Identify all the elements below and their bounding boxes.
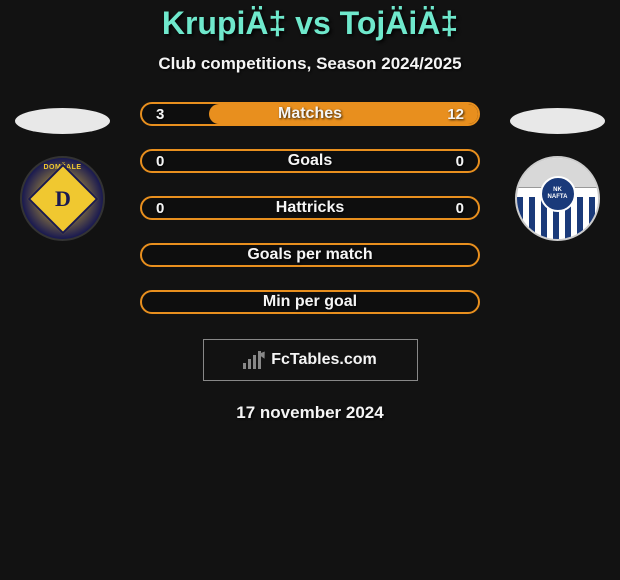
right-column: NK NAFTA bbox=[510, 102, 605, 241]
player-avatar-left bbox=[15, 108, 110, 134]
stat-label-goals: Goals bbox=[288, 152, 332, 170]
stat-left-matches: 3 bbox=[156, 106, 164, 123]
left-column: DOMŽALE D bbox=[15, 102, 110, 241]
stat-row-hattricks: 0 Hattricks 0 bbox=[140, 196, 480, 220]
stat-left-hattricks: 0 bbox=[156, 200, 164, 217]
stat-fill-matches bbox=[209, 104, 478, 124]
page-subtitle: Club competitions, Season 2024/2025 bbox=[0, 54, 620, 74]
comparison-area: DOMŽALE D 3 Matches 12 0 Goals 0 0 Hattr… bbox=[0, 102, 620, 314]
stat-label-gpm: Goals per match bbox=[247, 246, 372, 264]
branding-bar bbox=[248, 359, 251, 369]
page-title: KrupiÄ‡ vs TojÄiÄ‡ bbox=[0, 5, 620, 42]
stat-right-hattricks: 0 bbox=[456, 200, 464, 217]
stat-row-goals: 0 Goals 0 bbox=[140, 149, 480, 173]
stat-row-gpm: Goals per match bbox=[140, 243, 480, 267]
branding-box[interactable]: FcTables.com bbox=[203, 339, 418, 381]
stat-label-matches: Matches bbox=[278, 105, 342, 123]
stat-label-hattricks: Hattricks bbox=[276, 199, 344, 217]
branding-text: FcTables.com bbox=[271, 351, 377, 369]
stat-row-mpg: Min per goal bbox=[140, 290, 480, 314]
club-badge-letter-left: D bbox=[55, 185, 71, 211]
club-badge-text-right: NK NAFTA bbox=[548, 187, 568, 200]
branding-chart-icon bbox=[243, 351, 265, 369]
stat-row-matches: 3 Matches 12 bbox=[140, 102, 480, 126]
date-label: 17 november 2024 bbox=[0, 403, 620, 423]
stat-left-goals: 0 bbox=[156, 153, 164, 170]
club-badge-circle-right: NK NAFTA bbox=[540, 176, 576, 212]
club-logo-right[interactable]: NK NAFTA bbox=[515, 156, 600, 241]
club-badge-nafta: NAFTA bbox=[548, 194, 568, 200]
stats-column: 3 Matches 12 0 Goals 0 0 Hattricks 0 Goa… bbox=[140, 102, 480, 314]
club-logo-left[interactable]: DOMŽALE D bbox=[20, 156, 105, 241]
club-badge-inner-left: D bbox=[27, 163, 98, 234]
stat-right-goals: 0 bbox=[456, 153, 464, 170]
branding-bar bbox=[253, 355, 256, 369]
stat-label-mpg: Min per goal bbox=[263, 293, 357, 311]
stat-right-matches: 12 bbox=[447, 106, 464, 123]
player-avatar-right bbox=[510, 108, 605, 134]
club-badge-nk: NK bbox=[553, 187, 562, 193]
branding-bar bbox=[243, 363, 246, 369]
